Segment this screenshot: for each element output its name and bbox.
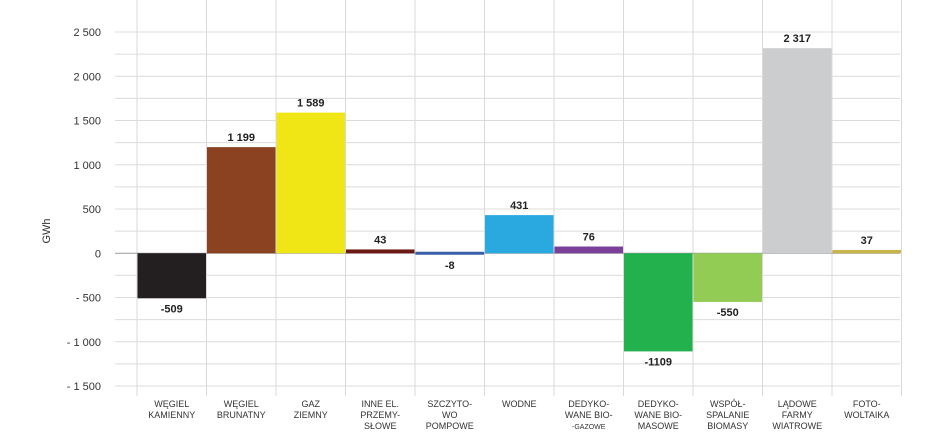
category-label: DEDYKO- [638,399,679,409]
category-label: WODNE [502,399,537,409]
category-label: LĄDOWE [778,399,817,409]
bar [693,253,762,302]
category-label: POMPOWE [426,421,474,431]
category-label: -GAZOWE [572,424,606,431]
category-label: INNE EL. [361,399,399,409]
data-label: -509 [161,303,183,315]
category-label: BIOMASY [707,421,748,431]
category-label: WĘGIEL [224,399,259,409]
category-label: SPALANIE [706,410,749,420]
data-label: -8 [445,260,455,272]
category-label: GAZ [301,399,320,409]
category-label: KAMIENNY [148,410,195,420]
data-label: 43 [374,234,386,246]
category-label: SŁOWE [364,421,397,431]
y-tick-label: - 1 500 [67,381,101,393]
data-label: -550 [717,307,739,319]
bar [485,215,554,254]
category-label: BRUNATNY [217,410,266,420]
bar [276,112,345,254]
data-label: 1 589 [297,98,325,110]
category-label: WO [442,410,458,420]
category-label: PRZEMY- [360,410,400,420]
category-labels: WĘGIELKAMIENNYWĘGIELBRUNATNYGAZZIEMNYINN… [148,399,889,431]
data-label: 37 [861,235,873,247]
y-tick-label: - 500 [76,293,101,305]
category-label: DEDYKO- [568,399,609,409]
y-tick-label: 0 [95,248,101,260]
data-label: 1 199 [227,132,255,144]
data-label: 431 [510,200,528,212]
y-tick-label: 1 500 [73,116,101,128]
category-label: WANE BIO- [634,410,682,420]
data-label: 76 [583,232,595,244]
data-labels: -509 1 199 1 589 43 -8 431 76 -1109 -550 2 317 37 [161,33,873,368]
y-tick-label: - 1 000 [67,337,101,349]
data-label: 2 317 [783,33,811,45]
bar [554,246,623,254]
bar [137,253,206,299]
y-tick-labels: 2 500 2 000 1 500 1 000 500 0 - 500 - 1 000 - 1 … [67,27,101,393]
category-label: WOLTAIKA [844,410,889,420]
category-label: WĘGIEL [154,399,189,409]
category-label: SZCZYTO- [427,399,472,409]
y-tick-label: 2 500 [73,27,101,39]
category-label: WIATROWE [772,421,822,431]
category-label: ZIEMNY [294,410,328,420]
category-label: FARMY [782,410,813,420]
bar [832,249,901,254]
category-label: WSPÓŁ- [710,399,746,409]
y-tick-label: 500 [83,204,101,216]
bar [763,48,832,254]
bars [137,48,901,352]
category-label: WANE BIO- [565,410,613,420]
bar [346,249,415,254]
bar [415,251,484,255]
category-label: FOTO- [853,399,881,409]
bar [207,147,276,254]
bar [624,253,693,352]
data-label: -1109 [644,356,672,368]
y-tick-label: 1 000 [73,160,101,172]
y-tick-label: 2 000 [73,71,101,83]
y-axis-label: GWh [41,218,53,243]
category-label: MASOWE [638,421,679,431]
